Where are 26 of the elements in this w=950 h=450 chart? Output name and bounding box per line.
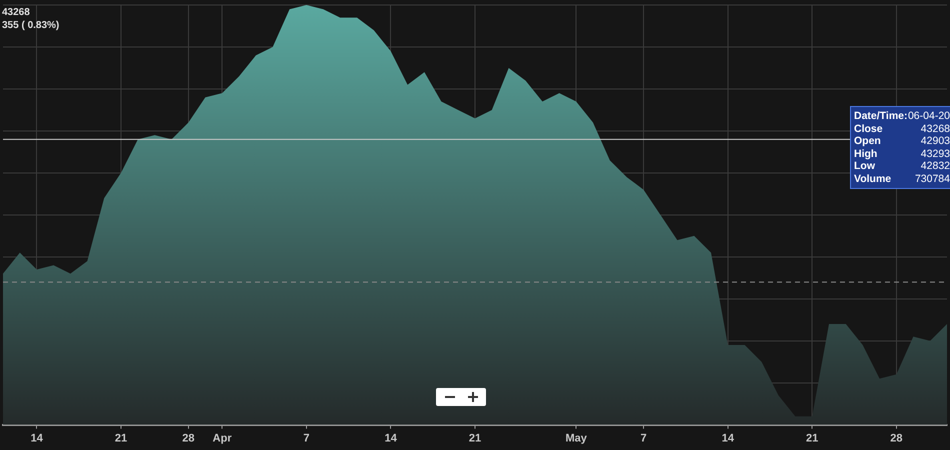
x-tick-label: 14 <box>384 432 398 444</box>
annotation: 43268 <box>920 122 950 135</box>
x-tick-label: 7 <box>640 432 647 444</box>
x-tick-label: 21 <box>468 432 482 444</box>
annotation: Open <box>854 135 881 148</box>
x-tick-label: 28 <box>182 432 195 444</box>
x-tick-label: 28 <box>890 432 903 444</box>
x-tick-label: 14 <box>722 432 735 444</box>
annotation: 355 ( 0.83%) <box>2 19 60 32</box>
x-tick-label: 14 <box>30 432 44 444</box>
annotation: 43293 <box>920 148 950 160</box>
annotation: Date/Time: <box>854 110 908 122</box>
annotation: 42903 <box>920 135 950 148</box>
x-tick-label: 21 <box>806 432 818 444</box>
annotation: Volume <box>854 172 892 185</box>
annotation: 43268 <box>2 6 31 19</box>
x-tick-label: 21 <box>114 432 128 444</box>
x-tick-label: 7 <box>303 432 310 444</box>
annotation: 730784 <box>914 172 950 185</box>
annotation: High <box>854 148 878 160</box>
annotation: Low <box>854 160 875 172</box>
x-tick-label: May <box>565 432 588 444</box>
annotation: 42832 <box>920 160 950 172</box>
annotation: Close <box>854 122 883 135</box>
annotation: 06-04-20 <box>908 110 950 122</box>
x-tick-label: Apr <box>212 432 232 444</box>
